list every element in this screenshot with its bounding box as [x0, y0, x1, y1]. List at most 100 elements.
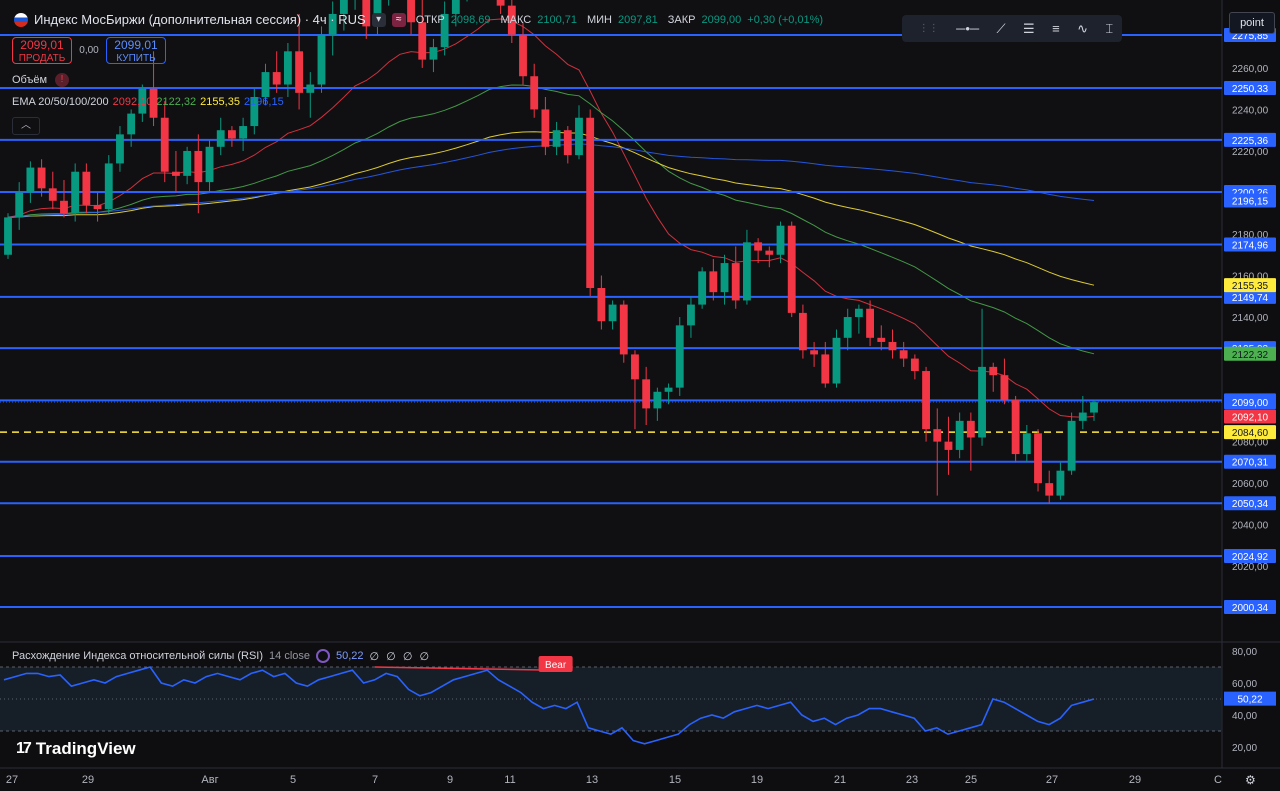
dashed-level-tag-bg: [1224, 425, 1276, 440]
vertical-icon[interactable]: ⌶: [1105, 20, 1114, 36]
logo-text: TradingView: [35, 739, 136, 758]
rsi-settings-icon[interactable]: [316, 649, 331, 663]
candle-body: [172, 171, 180, 176]
time-tick: 9: [447, 774, 453, 786]
candle-body: [754, 242, 763, 251]
candle-body: [183, 150, 192, 176]
candle-body: [429, 47, 438, 60]
path-icon[interactable]: ∿: [1077, 20, 1088, 36]
fib-icon[interactable]: ☰: [1023, 20, 1035, 36]
volume-label: Объём: [12, 74, 48, 86]
price-tag-bg: [1224, 193, 1276, 208]
level-tag-bg: [1224, 496, 1276, 511]
candle-body: [1034, 433, 1042, 484]
collapse-icon[interactable]: ︿: [12, 117, 40, 135]
candle-body: [866, 308, 875, 338]
time-tick: 5: [290, 774, 296, 786]
candle-body: [687, 304, 695, 326]
candle-body: [675, 325, 684, 388]
time-tick: 13: [586, 774, 598, 786]
level-tag: 2070,31: [1232, 458, 1269, 469]
candle-body: [37, 167, 46, 189]
sell-price: 2099,01: [20, 38, 64, 52]
candle-body: [922, 371, 930, 430]
level-tag: 2225,36: [1232, 136, 1269, 147]
warning-icon[interactable]: !: [55, 73, 70, 87]
ema-lines: [7, 18, 1095, 418]
price-tick: 2060,00: [1232, 479, 1269, 490]
levels-icon[interactable]: ≡: [1052, 21, 1060, 36]
candle-body: [496, 0, 505, 6]
drawing-toolbar: ⋮⋮ ─•─ ⟋ ☰ ≡ ∿ ⌶: [902, 15, 1122, 42]
level-tag-bg: [1224, 454, 1276, 469]
candle-body: [339, 0, 348, 14]
candle-body: [944, 441, 953, 450]
bear-divergence-line: [374, 666, 555, 671]
candle-body: [15, 192, 24, 218]
volume-indicator[interactable]: Объём !: [12, 73, 70, 87]
candle-body: [933, 429, 942, 442]
level-tag: 2275,85: [1232, 31, 1269, 42]
candle-body: [619, 304, 628, 355]
candle-body: [642, 379, 651, 409]
candle-body: [149, 88, 158, 118]
trend-line-icon[interactable]: ⟋: [996, 20, 1006, 36]
candle-body: [4, 217, 12, 255]
candle-body: [60, 200, 68, 214]
buy-price: 2099,01: [114, 38, 158, 52]
candle-body: [597, 287, 606, 322]
candle-body: [552, 130, 561, 147]
russia-flag-icon: [14, 12, 28, 27]
toggle-icon[interactable]: ▾: [371, 12, 386, 27]
point-badge[interactable]: point: [1229, 12, 1275, 34]
buy-button[interactable]: 2099,01 КУПИТЬ: [106, 37, 166, 64]
high-value: 2100,71: [537, 13, 577, 26]
symbol-title[interactable]: Индекс МосБиржи (дополнительная сессия) …: [34, 12, 366, 27]
price-tag: 2092,10: [1232, 412, 1269, 423]
open-value: 2098,69: [450, 13, 491, 26]
grip-icon[interactable]: ⋮⋮: [918, 23, 939, 34]
candle-body: [48, 188, 57, 201]
price-tag-bg: [1224, 278, 1276, 293]
level-tag: 2024,92: [1232, 552, 1269, 563]
gear-icon[interactable]: ⚙: [1245, 773, 1256, 787]
candle-body: [743, 242, 751, 301]
price-tick: 2080,00: [1232, 438, 1269, 449]
level-tag: 2050,34: [1232, 499, 1269, 510]
candle-body: [71, 171, 80, 214]
price-tag: 2099,00: [1232, 398, 1269, 409]
price-tick: 2260,00: [1232, 64, 1269, 75]
candle-body: [787, 225, 796, 313]
candle-body: [1011, 400, 1020, 455]
candle-body: [261, 72, 270, 97]
candle-body: [283, 51, 292, 85]
ema50-value: 2122,32: [156, 96, 197, 108]
high-label: МАКС: [500, 13, 532, 26]
time-tick: 11: [504, 774, 515, 786]
candle-body: [1090, 402, 1098, 413]
rsi-current-bg: [1224, 691, 1276, 706]
candle-body: [82, 171, 91, 205]
candle-body: [1000, 375, 1009, 401]
sell-button[interactable]: 2099,01 ПРОДАТЬ: [12, 37, 72, 64]
level-tag-bg: [1224, 237, 1276, 252]
level-tag-bg: [1224, 132, 1276, 147]
rsi-tick: 60,00: [1232, 679, 1257, 690]
candle-body: [608, 304, 617, 322]
candle-body: [776, 225, 785, 255]
time-tick: 29: [1129, 774, 1141, 786]
ema-legend[interactable]: EMA 20/50/100/200 2092,10 2122,32 2155,3…: [12, 96, 284, 108]
price-tick: 2180,00: [1232, 230, 1269, 241]
rsi-panel: Bear 80,00 60,00 40,00 20,00 50,22: [0, 647, 1276, 754]
tradingview-logo[interactable]: 17 TradingView: [16, 739, 136, 759]
candle-body: [1022, 433, 1031, 455]
candle-body: [205, 146, 214, 183]
candle-body: [272, 72, 281, 85]
price-tag-bg: [1224, 395, 1276, 410]
rsi-header[interactable]: Расхождение Индекса относительной силы (…: [12, 649, 431, 663]
horizontal-ray-icon[interactable]: ─•─: [956, 21, 980, 36]
candle-body: [451, 0, 460, 14]
time-tick: 27: [1046, 774, 1058, 786]
wave-icon[interactable]: ≈: [391, 12, 406, 27]
